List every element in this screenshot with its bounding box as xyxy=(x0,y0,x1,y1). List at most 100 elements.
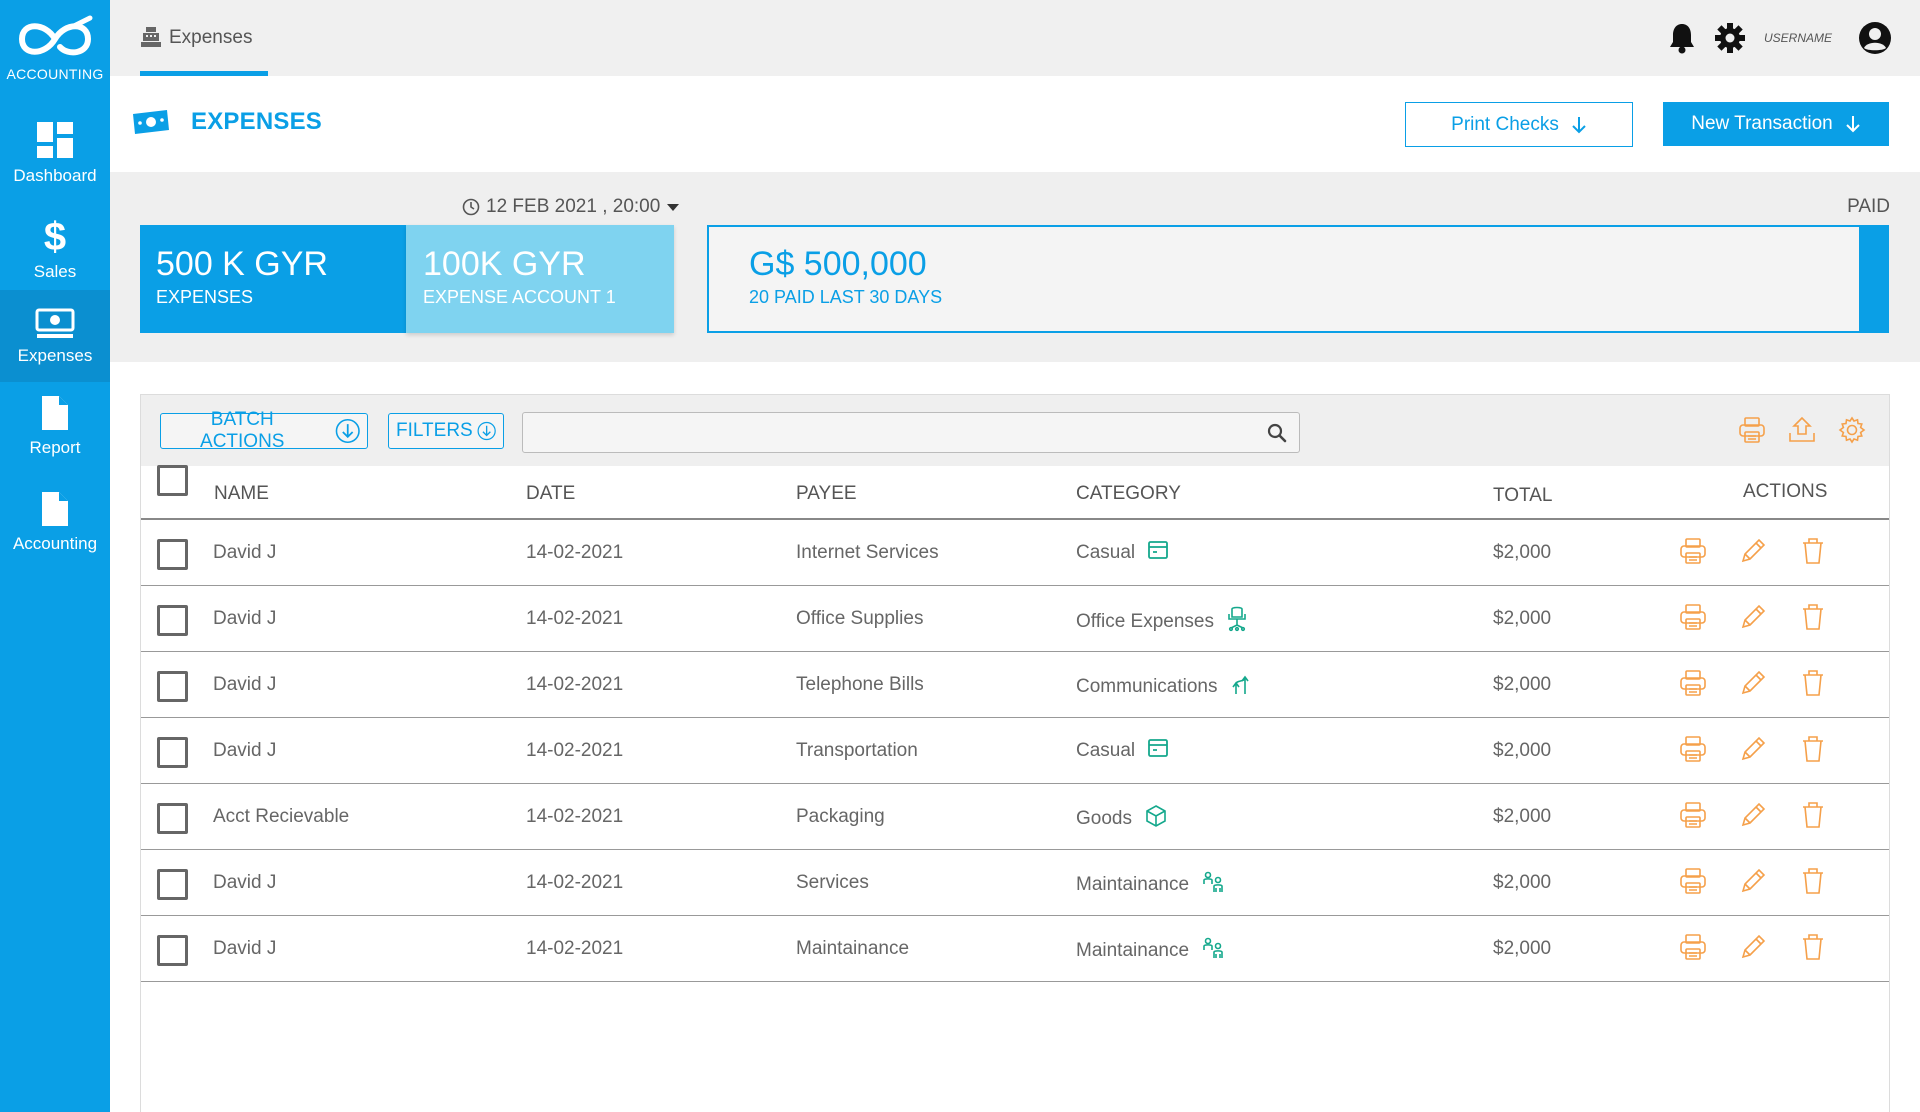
column-header-date[interactable]: DATE xyxy=(526,483,576,504)
settings-icon[interactable] xyxy=(1837,415,1867,445)
table-row[interactable]: David J 14-02-2021 Maintainance Maintainanc… xyxy=(141,916,1889,982)
username-label[interactable]: USERNAME xyxy=(1763,31,1832,45)
row-category: Office Expenses xyxy=(1076,606,1248,638)
tab-label: Expenses xyxy=(169,27,253,48)
print-checks-label: Print Checks xyxy=(1451,113,1559,135)
column-header-payee[interactable]: PAYEE xyxy=(796,483,857,504)
table-row[interactable]: David J 14-02-2021 Internet Services Casual… xyxy=(141,520,1889,586)
column-header-category[interactable]: CATEGORY xyxy=(1076,483,1181,504)
gear-icon[interactable] xyxy=(1714,22,1746,54)
tab-expenses[interactable]: Expenses xyxy=(140,0,268,76)
row-actions xyxy=(1678,866,1828,896)
delete-row-icon[interactable] xyxy=(1798,734,1828,764)
print-row-icon[interactable] xyxy=(1678,932,1708,962)
user-avatar-icon[interactable] xyxy=(1858,21,1892,55)
box-icon xyxy=(1144,804,1168,834)
upload-icon[interactable] xyxy=(1787,415,1817,445)
filters-label: FILTERS xyxy=(396,420,473,441)
row-actions xyxy=(1678,800,1828,830)
sidebar-item-accounting[interactable]: Accounting xyxy=(0,490,110,568)
search-input[interactable] xyxy=(523,413,1299,452)
document-icon xyxy=(42,396,68,430)
edit-row-icon[interactable] xyxy=(1738,602,1768,632)
row-actions xyxy=(1678,932,1828,962)
delete-row-icon[interactable] xyxy=(1798,602,1828,632)
app-logo[interactable]: ACCOUNTING xyxy=(0,14,110,82)
cash-icon xyxy=(35,308,75,338)
delete-row-icon[interactable] xyxy=(1798,536,1828,566)
row-name: Acct Recievable xyxy=(213,806,350,827)
row-checkbox[interactable] xyxy=(157,803,188,834)
sidebar-item-label: Dashboard xyxy=(13,166,97,185)
batch-actions-button[interactable]: BATCH ACTIONS xyxy=(160,409,368,452)
row-date: 14-02-2021 xyxy=(526,806,624,827)
edit-row-icon[interactable] xyxy=(1738,800,1768,830)
row-name: David J xyxy=(213,674,277,695)
select-all-checkbox[interactable] xyxy=(157,465,188,496)
row-checkbox[interactable] xyxy=(157,671,188,702)
sidebar-item-sales[interactable]: $ Sales xyxy=(0,216,110,286)
row-checkbox[interactable] xyxy=(157,935,188,966)
print-row-icon[interactable] xyxy=(1678,602,1708,632)
card-value: 500 K GYR xyxy=(156,245,328,283)
row-checkbox[interactable] xyxy=(157,869,188,900)
sidebar-item-label: Expenses xyxy=(17,346,93,365)
edit-row-icon[interactable] xyxy=(1738,668,1768,698)
edit-row-icon[interactable] xyxy=(1738,734,1768,764)
row-checkbox[interactable] xyxy=(157,539,188,570)
column-header-name[interactable]: NAME xyxy=(214,483,269,504)
search-icon[interactable] xyxy=(1267,423,1287,443)
new-transaction-label: New Transaction xyxy=(1691,113,1833,134)
edit-row-icon[interactable] xyxy=(1738,932,1768,962)
table-row[interactable]: David J 14-02-2021 Services Maintainance $2,… xyxy=(141,850,1889,916)
summary-band: 12 FEB 2021 , 20:00 PAID 500 K GYR EXPEN… xyxy=(110,172,1920,362)
category-label: Office Expenses xyxy=(1076,611,1215,632)
sidebar-item-label: Report xyxy=(29,438,81,457)
row-actions xyxy=(1678,536,1828,566)
edit-row-icon[interactable] xyxy=(1738,536,1768,566)
search-box xyxy=(522,412,1300,453)
delete-row-icon[interactable] xyxy=(1798,800,1828,830)
expenses-card[interactable]: 500 K GYR EXPENSES xyxy=(140,225,406,333)
print-row-icon[interactable] xyxy=(1678,734,1708,764)
expense-account-card[interactable]: 100K GYR EXPENSE ACCOUNT 1 xyxy=(406,225,674,333)
row-checkbox[interactable] xyxy=(157,605,188,636)
sidebar-item-expenses[interactable]: Expenses xyxy=(0,290,110,382)
delete-row-icon[interactable] xyxy=(1798,668,1828,698)
row-total: $2,000 xyxy=(1493,608,1552,629)
print-row-icon[interactable] xyxy=(1678,866,1708,896)
print-checks-button[interactable]: Print Checks xyxy=(1405,102,1633,147)
dollar-icon: $ xyxy=(44,216,66,256)
bell-icon[interactable] xyxy=(1668,22,1696,54)
new-transaction-button[interactable]: New Transaction xyxy=(1663,102,1889,146)
date-selector[interactable]: 12 FEB 2021 , 20:00 xyxy=(462,196,680,218)
table-row[interactable]: Acct Recievable 14-02-2021 Packaging Goods $… xyxy=(141,784,1889,850)
row-category: Casual xyxy=(1076,540,1169,566)
page-heading: EXPENSES xyxy=(131,108,322,136)
clock-icon xyxy=(462,198,480,216)
column-header-total[interactable]: TOTAL xyxy=(1493,485,1553,506)
row-name: David J xyxy=(213,938,277,959)
row-name: David J xyxy=(213,872,277,893)
edit-row-icon[interactable] xyxy=(1738,866,1768,896)
sidebar-item-label: Sales xyxy=(33,262,77,281)
printer-icon[interactable] xyxy=(1737,415,1767,445)
filters-button[interactable]: FILTERS xyxy=(388,413,504,449)
row-total: $2,000 xyxy=(1493,938,1552,959)
table-row[interactable]: David J 14-02-2021 Transportation Casual $2,… xyxy=(141,718,1889,784)
print-row-icon[interactable] xyxy=(1678,536,1708,566)
card-icon xyxy=(1147,738,1169,764)
delete-row-icon[interactable] xyxy=(1798,932,1828,962)
sidebar-item-dashboard[interactable]: Dashboard xyxy=(0,120,110,198)
page-title: EXPENSES xyxy=(191,108,322,135)
row-payee: Transportation xyxy=(796,740,918,761)
print-row-icon[interactable] xyxy=(1678,800,1708,830)
row-checkbox[interactable] xyxy=(157,737,188,768)
paid-card[interactable]: G$ 500,000 20 PAID LAST 30 DAYS xyxy=(707,225,1889,333)
print-row-icon[interactable] xyxy=(1678,668,1708,698)
sidebar-item-report[interactable]: Report xyxy=(0,394,110,472)
category-label: Communications xyxy=(1076,676,1218,697)
table-row[interactable]: David J 14-02-2021 Telephone Bills Communic… xyxy=(141,652,1889,718)
table-row[interactable]: David J 14-02-2021 Office Supplies Office E… xyxy=(141,586,1889,652)
delete-row-icon[interactable] xyxy=(1798,866,1828,896)
